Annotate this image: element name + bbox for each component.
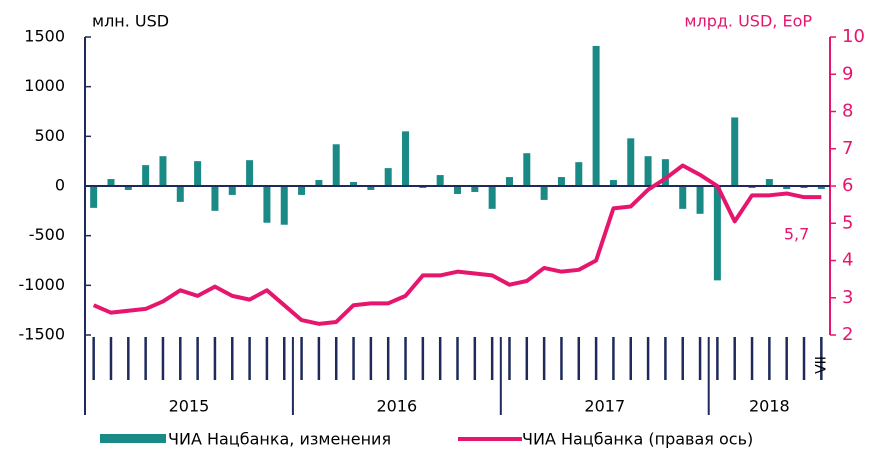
- y2-axis-label: млрд. USD, EoP: [684, 12, 812, 31]
- bar: [436, 175, 444, 186]
- bar: [228, 186, 236, 195]
- year-label: 2017: [584, 397, 625, 416]
- bar: [124, 186, 132, 190]
- bar: [765, 179, 773, 186]
- bar: [557, 177, 565, 186]
- bar: [315, 180, 323, 186]
- y2-tick-label: 7: [842, 138, 853, 159]
- bar: [350, 182, 358, 186]
- y2-tick-label: 5: [842, 212, 853, 233]
- bar: [661, 159, 669, 186]
- bar: [263, 186, 271, 223]
- x-tick-label: VII: [813, 356, 829, 374]
- bar: [679, 186, 687, 209]
- bar: [332, 144, 340, 186]
- year-label: 2015: [169, 397, 210, 416]
- y2-tick-label: 8: [842, 101, 853, 122]
- bar: [644, 156, 652, 186]
- y-tick-label: 500: [34, 126, 65, 145]
- y-tick-label: 1000: [24, 76, 65, 95]
- year-label: 2018: [749, 397, 790, 416]
- y-tick-label: -500: [29, 225, 65, 244]
- bar: [731, 117, 739, 186]
- bar: [627, 138, 635, 186]
- y-tick-label: -1500: [19, 325, 66, 344]
- bar: [298, 186, 306, 195]
- bar: [783, 186, 791, 189]
- bar: [713, 186, 721, 281]
- y2-tick-label: 4: [842, 250, 853, 271]
- y2-tick-label: 10: [842, 26, 865, 47]
- bar: [90, 186, 98, 208]
- y-tick-label: 0: [55, 176, 65, 195]
- bar: [176, 186, 184, 202]
- bar: [575, 162, 583, 186]
- legend-label: ЧИА Нацбанка, изменения: [168, 430, 391, 449]
- legend-swatch: [100, 434, 166, 443]
- y-tick-label: 1500: [24, 27, 65, 46]
- bar: [194, 161, 202, 186]
- bar: [488, 186, 496, 209]
- bar: [107, 179, 115, 186]
- y-tick-label: -1000: [19, 275, 66, 294]
- data-label: 5,7: [784, 225, 809, 244]
- bar: [142, 165, 150, 186]
- y2-tick-label: 2: [842, 324, 853, 345]
- bar: [211, 186, 219, 211]
- bar: [609, 180, 617, 186]
- bar: [159, 156, 167, 186]
- bar: [505, 177, 513, 186]
- line: [92, 163, 822, 326]
- y-axis-label: млн. USD: [92, 12, 169, 31]
- y2-tick-label: 3: [842, 287, 853, 308]
- bar: [817, 186, 825, 189]
- bar: [280, 186, 288, 225]
- bar: [540, 186, 548, 200]
- bar: [246, 160, 254, 186]
- bar: [454, 186, 461, 194]
- bar: [471, 186, 479, 192]
- bar: [696, 186, 704, 214]
- bar: [384, 168, 392, 186]
- legend-label: ЧИА Нацбанка (правая ось): [522, 430, 753, 449]
- y2-tick-label: 9: [842, 63, 853, 84]
- bar: [402, 131, 410, 186]
- year-label: 2016: [377, 397, 418, 416]
- bar: [367, 186, 375, 190]
- bar: [523, 153, 531, 186]
- bar: [592, 45, 600, 186]
- y2-tick-label: 6: [842, 175, 853, 196]
